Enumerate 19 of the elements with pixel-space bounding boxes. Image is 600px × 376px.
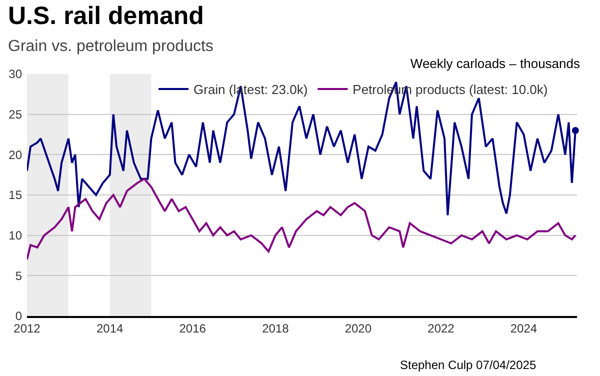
x-tick-label: 2020 — [344, 321, 372, 336]
y-tick-label: 15 — [8, 188, 22, 202]
x-tick-label: 2018 — [262, 321, 290, 336]
y-tick-label: 30 — [8, 67, 22, 82]
y-tick-label: 0 — [15, 309, 22, 324]
y-axis-title: Weekly carloads – thousands — [410, 56, 580, 71]
y-tick-label: 25 — [8, 108, 22, 122]
line-series — [27, 178, 576, 261]
y-tick-label: 5 — [15, 268, 22, 283]
chart-title: U.S. rail demand — [8, 2, 204, 31]
chart-subtitle: Grain vs. petroleum products — [8, 38, 214, 56]
x-tick-label: 2016 — [179, 321, 206, 336]
x-tick-label: 2014 — [96, 321, 124, 336]
y-tick-label: 20 — [8, 148, 22, 162]
x-tick-label: 2022 — [428, 321, 455, 336]
text: Stephen Culp 07/04/2025 — [400, 358, 536, 372]
x-tick-label: 2012 — [14, 321, 41, 336]
y-tick-label: 10 — [8, 228, 22, 243]
x-tick-label: 2024 — [510, 321, 538, 336]
